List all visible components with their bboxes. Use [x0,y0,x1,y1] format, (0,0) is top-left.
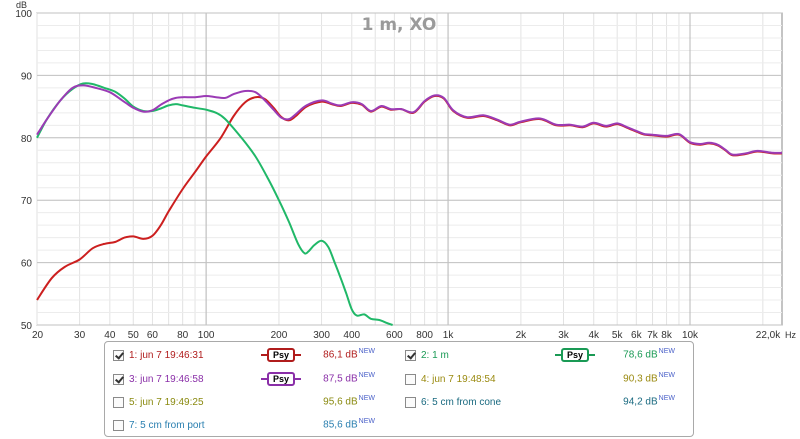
x-tick-label: 200 [271,330,288,340]
legend-value: 87,5 dBNEW [323,372,375,385]
x-tick-labels: 20 30 40 50 60 80 100 200 300 400 600 800 1k 2k 3k 4k 5k… [32,330,781,340]
legend-label: 3: jun 7 19:46:58 [129,373,204,385]
legend-checkbox[interactable] [113,419,124,431]
x-tick-label: 100 [198,330,215,340]
legend-entry: 2: 1 m [405,348,449,362]
legend-label: 4: jun 7 19:48:54 [421,373,496,385]
x-tick-label: 5k [612,330,624,340]
legend-entry: 3: jun 7 19:46:58 [113,372,204,386]
x-tick-label: 60 [147,330,159,340]
legend-value: 78,6 dBNEW [623,348,675,361]
y-tick-label: 60 [21,259,33,270]
x-tick-label: 10k [682,330,699,340]
legend-label: 6: 5 cm from cone [421,396,502,408]
legend-entry: 4: jun 7 19:48:54 [405,372,496,386]
y-tick-label: 80 [21,134,33,145]
y-tick-labels: 50 60 70 80 90 100 [15,9,32,332]
legend-panel: 1: jun 7 19:46:31 Psy 86,1 dBNEW 2: 1 m Psy 7… [104,341,694,437]
legend-value-badge: NEW [658,395,675,402]
legend-psy-label: Psy [266,372,295,386]
legend-psy-swatch[interactable]: Psy [555,348,595,362]
legend-psy-swatch[interactable]: Psy [261,372,301,386]
legend-entry: 7: 5 cm from port [113,418,205,432]
x-tick-label: 30 [74,330,86,340]
major-grid [37,12,782,326]
series-line-2 [36,82,393,326]
legend-value-badge: NEW [358,348,375,355]
x-tick-label: 300 [313,330,330,340]
legend-psy-label: Psy [560,348,589,362]
x-tick-label: 80 [177,330,189,340]
legend-label: 1: jun 7 19:46:31 [129,349,204,361]
legend-value: 85,6 dBNEW [323,418,375,431]
legend-value: 95,6 dBNEW [323,395,375,408]
series-line-3 [36,84,783,156]
x-tick-label: 1k [443,330,455,340]
plot-background [36,12,783,326]
y-tick-label: 50 [21,321,33,332]
legend-entry: 6: 5 cm from cone [405,395,501,409]
frequency-response-chart: 50 60 70 80 90 100 20 30 40 50 60 80 100 200 300 400 60… [15,0,796,340]
y-axis-unit: dB [16,0,27,10]
legend-value: 90,3 dBNEW [623,372,675,385]
x-tick-label: 400 [343,330,360,340]
legend-label: 5: jun 7 19:49:25 [129,396,204,408]
x-tick-label: 6k [631,330,643,340]
legend-value-badge: NEW [358,418,375,425]
x-tick-label: 600 [386,330,403,340]
legend-psy-swatch[interactable]: Psy [261,348,301,362]
x-tick-label: 2k [516,330,528,340]
legend-value: 86,1 dBNEW [323,348,375,361]
x-tick-label: 7k [647,330,659,340]
y-tick-label: 100 [15,9,32,20]
legend-checkbox[interactable] [405,396,416,408]
legend-psy-label: Psy [266,348,295,362]
legend-checkbox[interactable] [113,396,124,408]
x-axis-unit: Hz [785,330,796,340]
x-tick-label: 20 [32,330,44,340]
legend-checkbox[interactable] [113,349,124,361]
x-tick-label: 50 [128,330,140,340]
x-tick-label: 40 [104,330,116,340]
legend-checkbox[interactable] [113,373,124,385]
legend-value-badge: NEW [358,395,375,402]
x-tick-label: 22,0k [756,330,781,340]
chart-title: 1 m, XO [362,15,437,35]
legend-value-badge: NEW [358,372,375,379]
legend-label: 7: 5 cm from port [129,419,205,431]
x-tick-label: 3k [558,330,570,340]
legend-entry: 1: jun 7 19:46:31 [113,348,204,362]
legend-label: 2: 1 m [421,349,449,361]
x-tick-label: 4k [588,330,600,340]
legend-entry: 5: jun 7 19:49:25 [113,395,204,409]
legend-value-badge: NEW [658,372,675,379]
legend-checkbox[interactable] [405,349,416,361]
x-tick-label: 8k [661,330,673,340]
y-tick-label: 70 [21,196,33,207]
series-layer [36,82,783,326]
x-tick-label: 800 [416,330,433,340]
legend-value-badge: NEW [658,348,675,355]
legend-checkbox[interactable] [405,373,416,385]
y-tick-label: 90 [21,71,33,82]
legend-value: 94,2 dBNEW [623,395,675,408]
